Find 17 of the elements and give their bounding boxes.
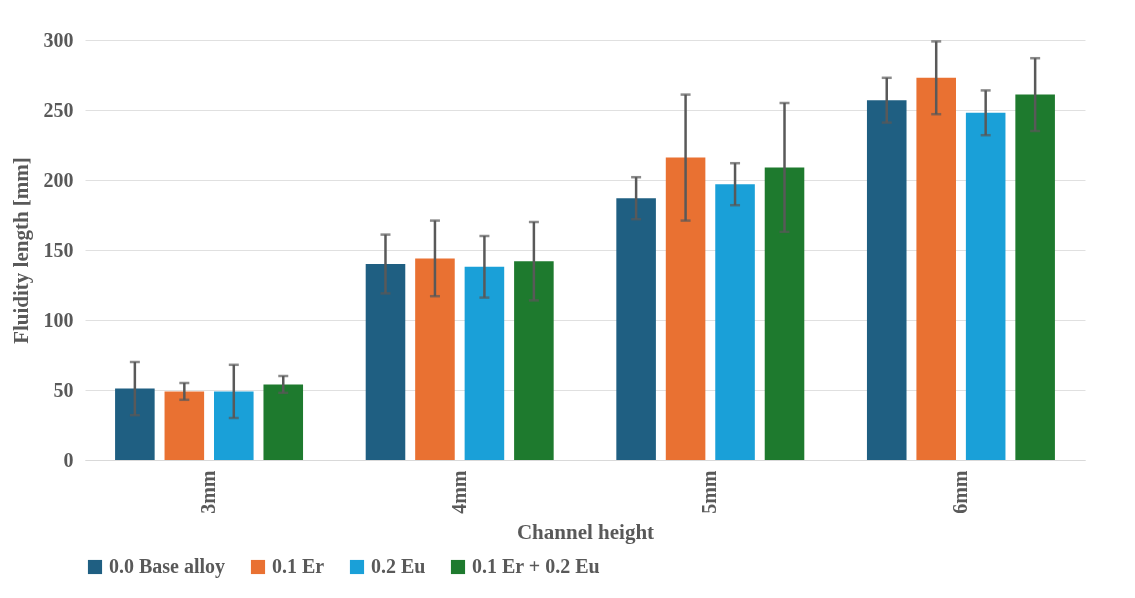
x-tick-label: 5mm	[698, 470, 721, 514]
y-tick-label: 50	[53, 378, 74, 401]
y-axis-title: Fluidity length [mm]	[8, 157, 33, 344]
y-tick-label: 200	[43, 168, 74, 191]
legend-label: 0.2 Eu	[371, 555, 426, 577]
y-tick-label: 0	[63, 448, 74, 471]
x-tick-label: 3mm	[197, 470, 220, 514]
x-tick-label: 4mm	[447, 470, 470, 514]
legend-label: 0.1 Er + 0.2 Eu	[472, 555, 600, 577]
y-tick-label: 250	[43, 98, 74, 121]
y-tick-label: 150	[43, 238, 74, 261]
legend-label: 0.1 Er	[272, 555, 325, 577]
x-tick-label: 6mm	[948, 470, 971, 514]
y-tick-label: 300	[43, 28, 74, 51]
x-axis-title: Channel height	[516, 519, 655, 544]
y-tick-label: 100	[43, 308, 74, 331]
legend-label: 0.0 Base alloy	[109, 555, 226, 578]
